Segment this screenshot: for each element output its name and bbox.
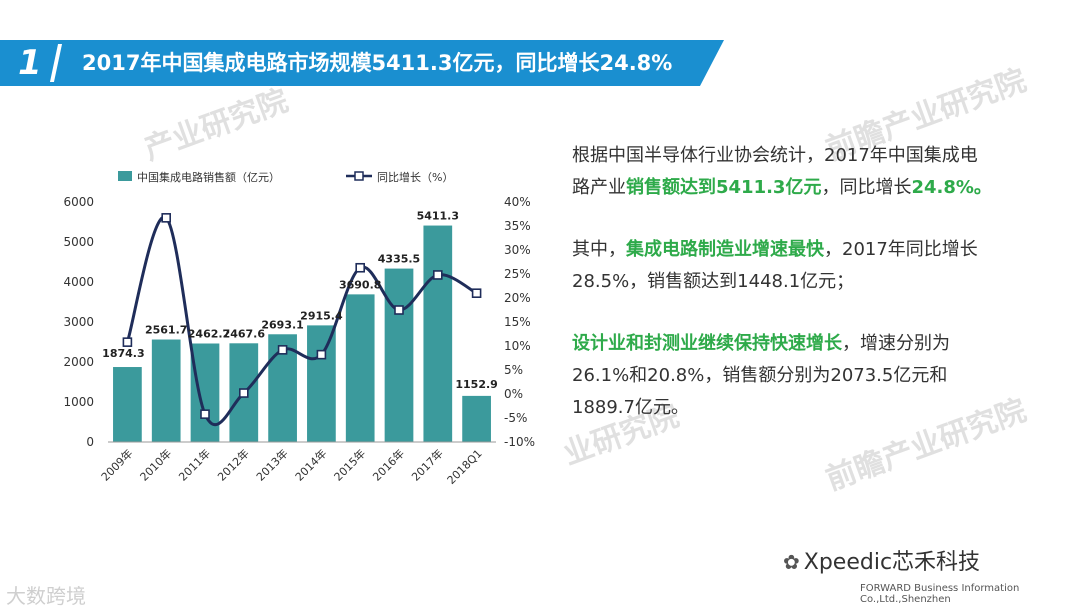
paragraph-1: 根据中国半导体行业协会统计，2017年中国集成电路产业销售额达到5411.3亿元… xyxy=(572,140,992,204)
x-tick-label: 2012年 xyxy=(214,446,251,483)
y-tick-label: 5000 xyxy=(63,235,94,249)
bar-value-label: 1874.3 xyxy=(102,347,144,360)
x-tick-label: 2018Q1 xyxy=(445,447,485,487)
legend-label-growth: 同比增长（%） xyxy=(377,170,453,184)
brand-footer: ✿ Xpeedic芯禾科技 xyxy=(783,544,980,576)
page-title: 2017年中国集成电路市场规模5411.3亿元，同比增长24.8% xyxy=(82,51,673,75)
bar xyxy=(423,225,453,442)
x-tick-label: 2010年 xyxy=(137,446,174,483)
paragraph-text: ，2017年同比增长28.5%，销售额达到1448.1亿元； xyxy=(572,239,978,292)
bar xyxy=(345,294,375,442)
paragraph-text: 根据中国半导体行业协会统计，2017年中国集成电路产业 xyxy=(572,145,978,198)
y2-tick-label: 35% xyxy=(504,219,531,233)
section-number: 1 xyxy=(18,43,42,83)
y-tick-label: 2000 xyxy=(63,355,94,369)
bar-value-label: 2693.1 xyxy=(261,318,303,331)
y2-tick-label: 0% xyxy=(504,387,523,401)
header-band xyxy=(0,40,724,86)
company-name: FORWARD Business Information Co.,Ltd.,Sh… xyxy=(860,583,1020,605)
y2-tick-label: 10% xyxy=(504,339,531,353)
x-tick-label: 2016年 xyxy=(370,446,407,483)
brand-name: Xpeedic芯禾科技 xyxy=(803,550,981,575)
bar xyxy=(462,395,491,442)
line-marker xyxy=(432,270,443,280)
paragraph-text: ，同比增长 xyxy=(821,177,912,198)
paragraph-3: 设计业和封测业继续保持快速增长，增速分别为26.1%和20.8%，销售额分别为2… xyxy=(572,328,992,424)
line-marker xyxy=(316,349,327,360)
legend-swatch-bar xyxy=(118,171,132,181)
bar-value-label: 5411.3 xyxy=(417,210,459,223)
paragraph-text: ，增速分别为26.1%和20.8%，销售额分别为2073.5亿元和1889.7亿… xyxy=(572,333,950,418)
description-panel: 根据中国半导体行业协会统计，2017年中国集成电路产业销售额达到5411.3亿元… xyxy=(572,140,992,454)
bar-value-label: 2915.4 xyxy=(300,309,343,322)
x-tick-label: 2014年 xyxy=(292,446,329,483)
bar xyxy=(384,268,414,442)
paragraph-2: 其中，集成电路制造业增速最快，2017年同比增长28.5%，销售额达到1448.… xyxy=(572,234,992,298)
highlight-text: 集成电路制造业增速最快 xyxy=(626,239,824,260)
line-marker xyxy=(200,409,210,419)
line-marker xyxy=(161,213,171,223)
legend-label-sales: 中国集成电路销售额（亿元） xyxy=(137,170,280,184)
line-marker xyxy=(239,388,249,398)
corner-watermark: 大数跨境 xyxy=(6,584,86,608)
bar xyxy=(151,339,181,442)
y2-tick-label: 15% xyxy=(504,315,531,329)
y2-tick-label: 30% xyxy=(504,243,531,257)
highlight-text: 24.8%。 xyxy=(911,177,992,198)
highlight-text: 设计业和封测业继续保持快速增长 xyxy=(572,333,842,354)
y2-tick-label: -10% xyxy=(504,435,535,449)
y-tick-label: 6000 xyxy=(63,195,94,209)
y2-tick-label: 20% xyxy=(504,291,531,305)
bar-value-label: 1152.9 xyxy=(455,378,497,391)
x-tick-label: 2011年 xyxy=(176,446,213,483)
y-tick-label: 4000 xyxy=(63,275,94,289)
bar-value-label: 2561.7 xyxy=(145,324,187,337)
paragraph-text: 其中， xyxy=(572,239,626,260)
line-marker xyxy=(355,262,366,273)
x-tick-label: 2015年 xyxy=(331,446,368,483)
y2-tick-label: 5% xyxy=(504,363,523,377)
line-marker xyxy=(277,345,288,355)
highlight-text: 销售额达到5411.3亿元 xyxy=(626,177,822,198)
x-tick-label: 2017年 xyxy=(408,446,445,483)
wechat-icon: ✿ xyxy=(783,550,800,574)
y-tick-label: 3000 xyxy=(63,315,94,329)
legend-marker xyxy=(354,171,364,181)
line-marker xyxy=(394,305,404,315)
y-tick-label: 1000 xyxy=(63,395,94,409)
y-tick-label: 0 xyxy=(86,435,94,449)
bar-value-label: 2462.7 xyxy=(188,327,230,340)
bar xyxy=(113,367,142,442)
x-tick-label: 2009年 xyxy=(98,446,135,483)
line-marker xyxy=(471,288,482,298)
bar-value-label: 4335.5 xyxy=(378,253,420,266)
y2-tick-label: 25% xyxy=(504,267,531,281)
y2-tick-label: 40% xyxy=(504,195,531,209)
bar-value-label: 2467.6 xyxy=(223,327,266,340)
x-tick-label: 2013年 xyxy=(253,446,290,483)
line-marker xyxy=(122,337,133,347)
bar xyxy=(190,343,220,442)
y2-tick-label: -5% xyxy=(504,411,527,425)
sales-growth-chart: 中国集成电路销售额（亿元） 同比增长（%） 0 1000 2000 3000 4000 500… xyxy=(63,170,535,487)
bar-value-label: 3690.8 xyxy=(339,278,381,291)
bar xyxy=(307,325,336,442)
